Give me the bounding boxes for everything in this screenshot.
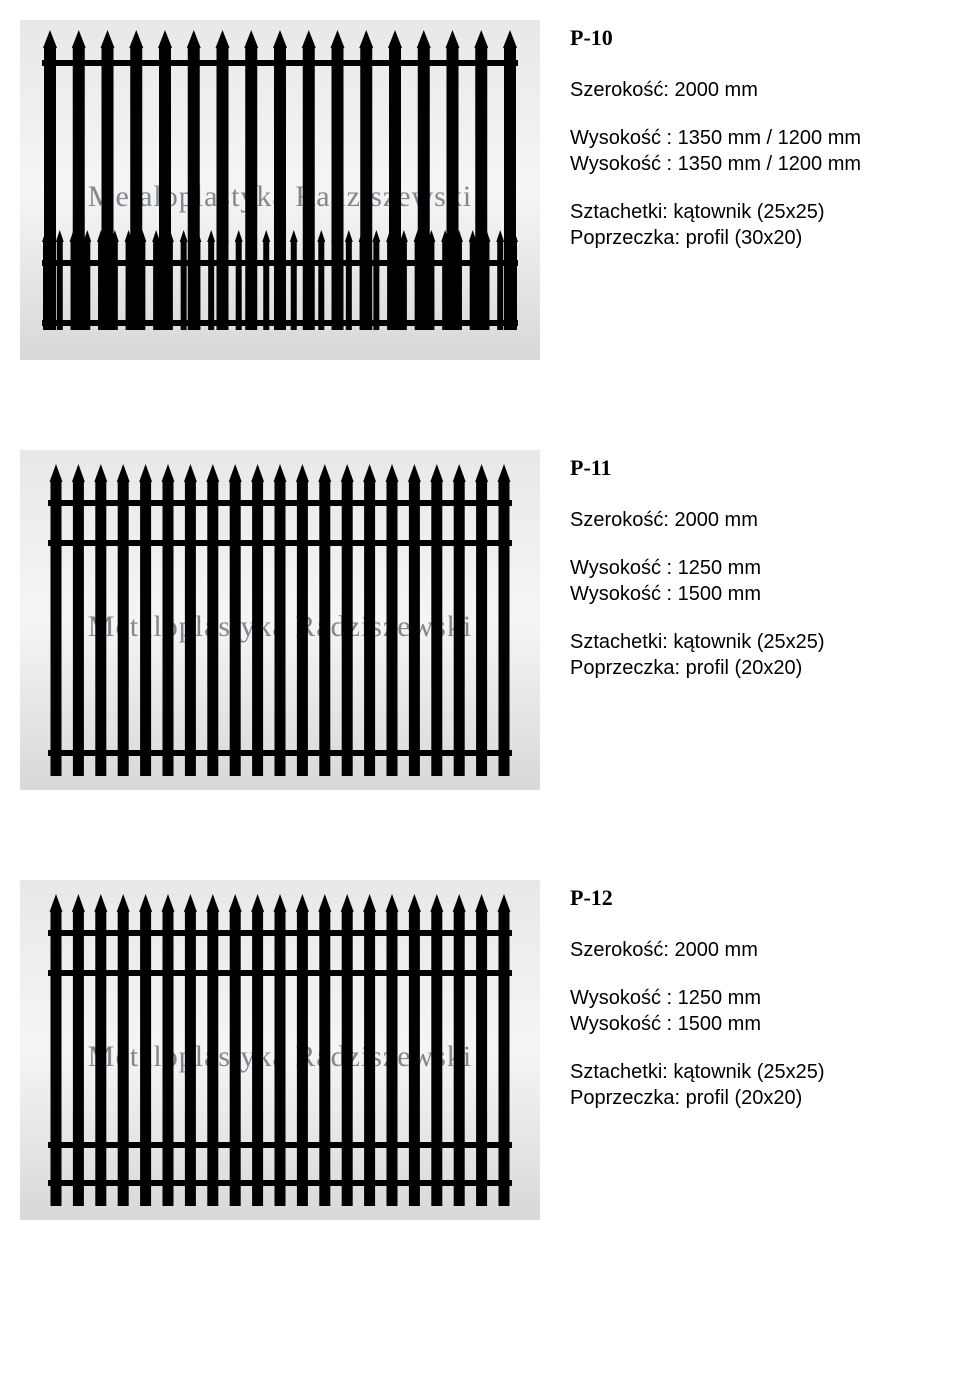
product-row: Metaloplastyka Radziszewski P-12 Szeroko… [20,880,940,1220]
product-crossbar: Poprzeczka: profil (20x20) [570,655,825,681]
product-width: Szerokość: 2000 mm [570,937,825,963]
product-width: Szerokość: 2000 mm [570,507,825,533]
product-title: P-11 [570,454,825,483]
product-height-1: Wysokość : 1250 mm [570,985,825,1011]
product-pickets: Sztachetki: kątownik (25x25) [570,629,825,655]
product-crossbar: Poprzeczka: profil (20x20) [570,1085,825,1111]
product-title: P-10 [570,24,861,53]
fence-image: Metaloplastyka Radziszewski [20,20,540,360]
product-row: Metaloplastyka Radziszewski P-10 Szeroko… [20,20,940,360]
product-crossbar: Poprzeczka: profil (30x20) [570,225,861,251]
product-width: Szerokość: 2000 mm [570,77,861,103]
product-pickets: Sztachetki: kątownik (25x25) [570,1059,825,1085]
product-title: P-12 [570,884,825,913]
product-pickets: Sztachetki: kątownik (25x25) [570,199,861,225]
fence-image: Metaloplastyka Radziszewski [20,880,540,1220]
product-info: P-11 Szerokość: 2000 mm Wysokość : 1250 … [570,450,825,703]
product-height-2: Wysokość : 1500 mm [570,1011,825,1037]
product-height-1: Wysokość : 1350 mm / 1200 mm [570,125,861,151]
product-info: P-12 Szerokość: 2000 mm Wysokość : 1250 … [570,880,825,1133]
fence-image: Metaloplastyka Radziszewski [20,450,540,790]
product-row: Metaloplastyka Radziszewski P-11 Szeroko… [20,450,940,790]
product-info: P-10 Szerokość: 2000 mm Wysokość : 1350 … [570,20,861,273]
product-height-1: Wysokość : 1250 mm [570,555,825,581]
product-height-2: Wysokość : 1500 mm [570,581,825,607]
product-height-2: Wysokość : 1350 mm / 1200 mm [570,151,861,177]
